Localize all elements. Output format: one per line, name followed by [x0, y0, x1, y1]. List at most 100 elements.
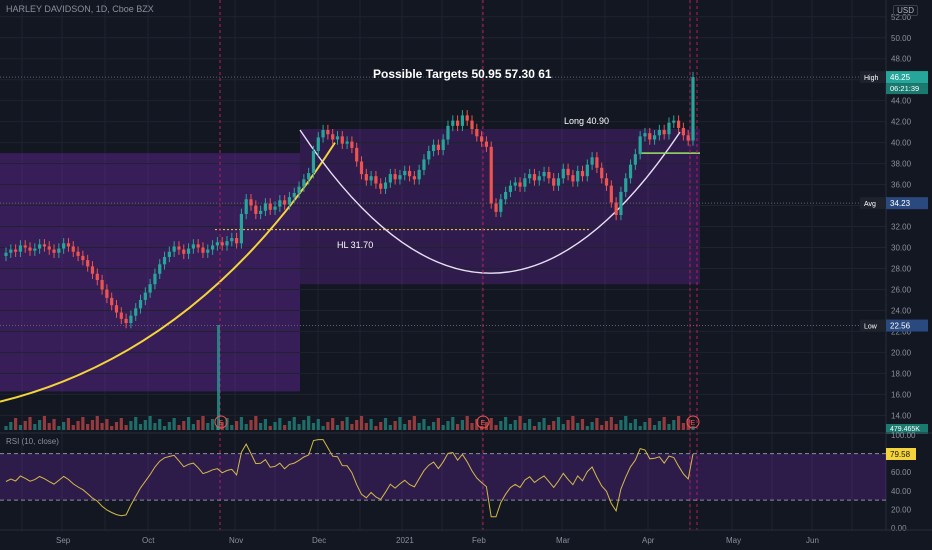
long-annotation: Long 40.90: [564, 116, 609, 126]
candle-body: [186, 248, 191, 254]
y-tick-label: 14.00: [891, 411, 912, 420]
candle-body: [33, 248, 37, 251]
candle-body: [552, 178, 556, 186]
candle-body: [57, 248, 61, 253]
candle-body: [244, 199, 248, 214]
rsi-legend: RSI (10, close): [6, 437, 59, 446]
y-tick-label: 24.00: [891, 306, 912, 315]
candle-body: [595, 157, 599, 168]
volume-bar: [672, 420, 676, 430]
candle-body: [489, 146, 493, 204]
candle-body: [18, 245, 23, 252]
volume-bar: [158, 419, 162, 430]
volume-bar: [153, 423, 157, 430]
candle-body: [590, 157, 594, 165]
candle-body: [311, 151, 316, 174]
volume-bar: [307, 416, 311, 430]
y-tick-label: 42.00: [891, 118, 912, 127]
volume-bar: [345, 417, 349, 430]
candle-body: [95, 273, 99, 281]
candle-body: [662, 130, 666, 135]
candle-body: [14, 249, 18, 252]
volume-bar: [528, 419, 532, 430]
volume-bar: [287, 421, 292, 430]
candle-body: [643, 133, 647, 137]
volume-bar: [177, 425, 181, 430]
candle-body: [398, 175, 402, 180]
candle-body: [417, 169, 421, 180]
y-tick-label: 44.00: [891, 97, 912, 106]
volume-bar: [532, 426, 537, 430]
candle-body: [215, 242, 219, 246]
low-tag-value-bg: [886, 319, 928, 332]
rsi-value: 79.58: [890, 450, 911, 459]
volume-bar: [359, 416, 364, 430]
volume-bar: [47, 423, 51, 430]
high-tag-value: 46.25: [890, 73, 911, 82]
volume-bar: [403, 424, 407, 430]
candle-body: [220, 242, 224, 246]
candle-body: [66, 243, 71, 247]
volume-bar: [585, 426, 589, 430]
volume-bar: [292, 417, 296, 430]
candle-body: [600, 167, 604, 179]
volume-bar: [393, 421, 397, 430]
candle-body: [504, 191, 508, 200]
candle-body: [297, 186, 301, 193]
candle-body: [672, 120, 676, 123]
candle-body: [657, 130, 661, 136]
candle-body: [23, 245, 27, 248]
rsi-line: [5, 439, 694, 518]
volume-bar: [239, 417, 244, 430]
candle-body: [633, 154, 637, 165]
candle-body: [547, 172, 551, 179]
candle-body: [100, 280, 104, 290]
candle-body: [431, 144, 436, 152]
candle-body: [259, 210, 263, 214]
candle-body: [143, 292, 147, 300]
volume-bar: [547, 425, 551, 430]
volume-bar: [244, 424, 248, 430]
candle-body: [340, 136, 344, 144]
volume-bar: [52, 419, 56, 430]
x-tick-label: Feb: [472, 536, 486, 545]
volume-bar: [364, 423, 368, 430]
volume-bar: [263, 419, 268, 430]
candle-body: [273, 206, 277, 210]
uptrend-curve: [0, 142, 336, 403]
volume-bar: [302, 420, 306, 430]
candle-body: [508, 185, 513, 192]
volume-bar: [182, 421, 186, 430]
candle-body: [542, 172, 546, 177]
high-tag-value-bg: [886, 71, 928, 84]
candle-body: [263, 203, 268, 211]
currency-badge[interactable]: USD: [893, 5, 918, 16]
candle-body: [518, 182, 522, 187]
y-tick-label: 16.00: [891, 390, 912, 399]
volume-bar: [436, 418, 440, 430]
volume-bar: [628, 423, 633, 430]
candle-body: [494, 203, 498, 212]
volume-bar: [100, 423, 104, 430]
x-tick-label: 2021: [396, 536, 414, 545]
avg-tag-value: 34.23: [890, 199, 911, 208]
candle-body: [628, 164, 633, 179]
candle-body: [571, 175, 575, 182]
earnings-icon: [214, 415, 228, 429]
volume-bar: [110, 426, 114, 430]
volume-bar: [576, 423, 580, 430]
volume-bar: [196, 420, 200, 430]
volume-bar: [523, 423, 527, 430]
candle-body: [455, 120, 460, 126]
volume-bar: [609, 417, 613, 430]
volume-bar: [71, 425, 75, 430]
volume-bar: [18, 425, 23, 430]
volume-bar: [552, 421, 556, 430]
candle-body: [124, 318, 128, 324]
candle-body: [90, 266, 95, 274]
candle-body: [182, 249, 186, 254]
volume-bar: [398, 417, 402, 430]
volume-bar: [431, 422, 436, 430]
rsi-value-bg: [886, 447, 916, 460]
